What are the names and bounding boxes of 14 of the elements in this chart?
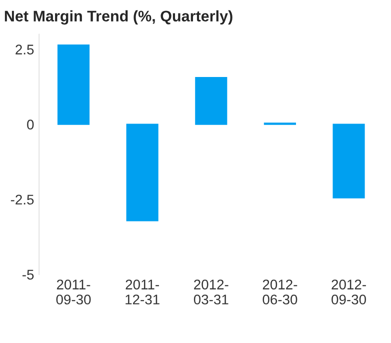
chart-title: Net Margin Trend (%, Quarterly) [4, 10, 232, 25]
y-tick-label: 0 [27, 120, 34, 130]
y-tick-label: -5 [22, 270, 34, 280]
bar [195, 76, 228, 125]
bar [332, 124, 365, 198]
y-tick-label: 2.5 [16, 44, 34, 54]
x-tick-label: 2012- 09-30 [332, 280, 366, 304]
bar [57, 44, 90, 125]
y-tick-label: -2.5 [10, 194, 34, 205]
bar [126, 124, 158, 222]
x-tick-label: 2012- 06-30 [262, 280, 298, 304]
x-tick-label: 2011- 09-30 [56, 280, 91, 304]
x-tick-label: 2012- 03-31 [194, 280, 228, 304]
x-tick-label: 2011- 12-31 [126, 280, 160, 304]
